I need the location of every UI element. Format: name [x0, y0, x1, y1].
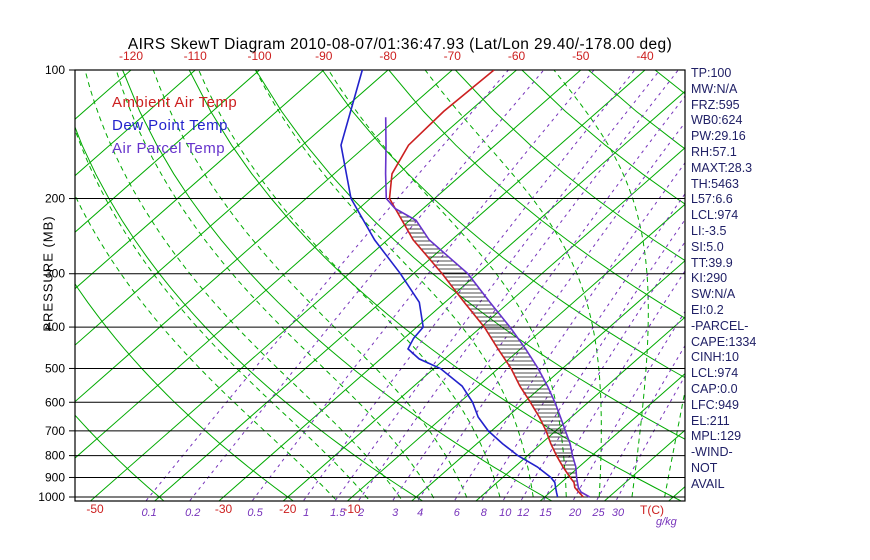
legend-ambient-temp: Ambient Air Temp [112, 94, 238, 111]
pressure-tick-label: 700 [45, 424, 65, 438]
stat-line: SW:N/A [691, 287, 736, 302]
legend-dew-point: Dew Point Temp [112, 117, 228, 134]
pressure-tick-label: 500 [45, 361, 65, 375]
bottom-temp-tick-label: -30 [215, 502, 233, 516]
pressure-tick-label: 200 [45, 192, 65, 206]
stat-line: CAPE:1334 [691, 334, 757, 349]
mixing-ratio-tick-label: 0.5 [247, 507, 263, 519]
stat-line: MPL:129 [691, 429, 742, 444]
mixing-ratio-tick-label: 3 [392, 507, 399, 519]
stat-line: TP:100 [691, 66, 732, 80]
ambient-temp-curve [388, 70, 584, 498]
stat-line: CAP:0.0 [691, 381, 738, 396]
temp-unit-label: T(C) [640, 503, 664, 517]
stat-line: WB0:624 [691, 113, 743, 128]
parcel-temp-curve [384, 117, 591, 498]
stat-line: EI:0.2 [691, 302, 724, 317]
top-temp-tick-label: -80 [379, 49, 397, 63]
stat-line: MAXT:28.3 [691, 160, 753, 175]
mixing-ratio-tick-label: 8 [481, 507, 488, 519]
mixing-ratio-tick-label: 2 [357, 507, 364, 519]
pressure-tick-label: 900 [45, 470, 65, 484]
stat-line: TT:39.9 [691, 255, 733, 270]
bottom-temp-tick-label: -50 [86, 502, 104, 516]
pressure-tick-label: 800 [45, 449, 65, 463]
pressure-axis-label: PRESSURE (MB) [40, 215, 56, 332]
stat-line: MW:N/A [691, 81, 738, 96]
mixing-ratio-tick-label: 0.2 [185, 507, 200, 519]
top-temp-tick-label: -90 [315, 49, 333, 63]
mixing-ratio-tick-label: 15 [539, 507, 552, 519]
legend-air-parcel: Air Parcel Temp [112, 140, 226, 157]
stat-line: -WIND- [691, 445, 733, 460]
dewpoint-curve [340, 70, 559, 498]
top-temp-tick-label: -70 [444, 49, 462, 63]
stat-line: L57:6.6 [691, 192, 733, 207]
mixing-ratio-tick-label: 1 [303, 507, 309, 519]
stats-panel: TP:100 MW:N/A FRZ:595 WB0:624 PW:29.16 RH:57.… [691, 66, 756, 493]
stat-line: LFC:949 [691, 397, 739, 412]
mixing-ratio-tick-label: 25 [591, 507, 605, 519]
stat-line: LCL:974 [691, 366, 739, 381]
bottom-temp-tick-label: -10 [343, 502, 361, 516]
stat-line: RH:57.1 [691, 144, 737, 159]
top-temp-tick-label: -60 [508, 49, 526, 63]
pressure-tick-label: 400 [45, 320, 65, 334]
stat-line: TH:5463 [691, 176, 739, 191]
mixing-ratio-tick-label: 6 [454, 507, 461, 519]
mixing-ratio-tick-label: 10 [499, 507, 512, 519]
pressure-tick-label: 300 [45, 267, 65, 281]
top-temp-tick-label: -40 [636, 49, 654, 63]
chart-title: AIRS SkewT Diagram 2010-08-07/01:36:47.9… [127, 36, 673, 53]
stat-line: CINH:10 [691, 350, 739, 365]
stat-line: PW:29.16 [691, 129, 746, 144]
stat-line: -PARCEL- [691, 318, 749, 333]
top-temp-tick-label: -110 [184, 49, 207, 63]
mixing-ratio-tick-label: 12 [517, 507, 529, 519]
plot-frame [74, 69, 686, 502]
stat-line: EL:211 [691, 413, 730, 428]
mixing-unit-label: g/kg [656, 516, 677, 528]
stat-line: LCL:974 [691, 208, 739, 223]
mixing-ratio-tick-label: 1.5 [330, 507, 346, 519]
mixing-ratio-layer [145, 70, 685, 501]
mixing-ratio-tick-label: 30 [612, 507, 625, 519]
axis-labels-layer: 100 200 300 400 500 600 700 800 900 1000 -120 -110 -… [38, 49, 654, 519]
pressure-tick-label: 600 [45, 395, 65, 409]
mixing-ratio-tick-label: 20 [568, 507, 582, 519]
moist-adiabats-layer [75, 70, 685, 501]
top-temp-tick-label: -100 [247, 49, 271, 63]
stat-line: NOT [691, 460, 718, 475]
pressure-tick-label: 100 [45, 63, 65, 77]
mixing-ratio-tick-label: 0.1 [141, 507, 156, 519]
stat-line: AVAIL [691, 476, 725, 491]
pressure-tick-label: 1000 [38, 490, 65, 504]
stat-line: KI:290 [691, 271, 728, 286]
top-temp-tick-label: -50 [572, 49, 590, 63]
mixing-ratio-tick-label: 4 [417, 507, 423, 519]
top-temp-tick-label: -120 [119, 49, 143, 63]
stat-line: SI:5.0 [691, 239, 724, 254]
stat-line: FRZ:595 [691, 97, 740, 112]
stat-line: LI:-3.5 [691, 223, 727, 238]
bottom-temp-tick-label: -20 [279, 502, 297, 516]
